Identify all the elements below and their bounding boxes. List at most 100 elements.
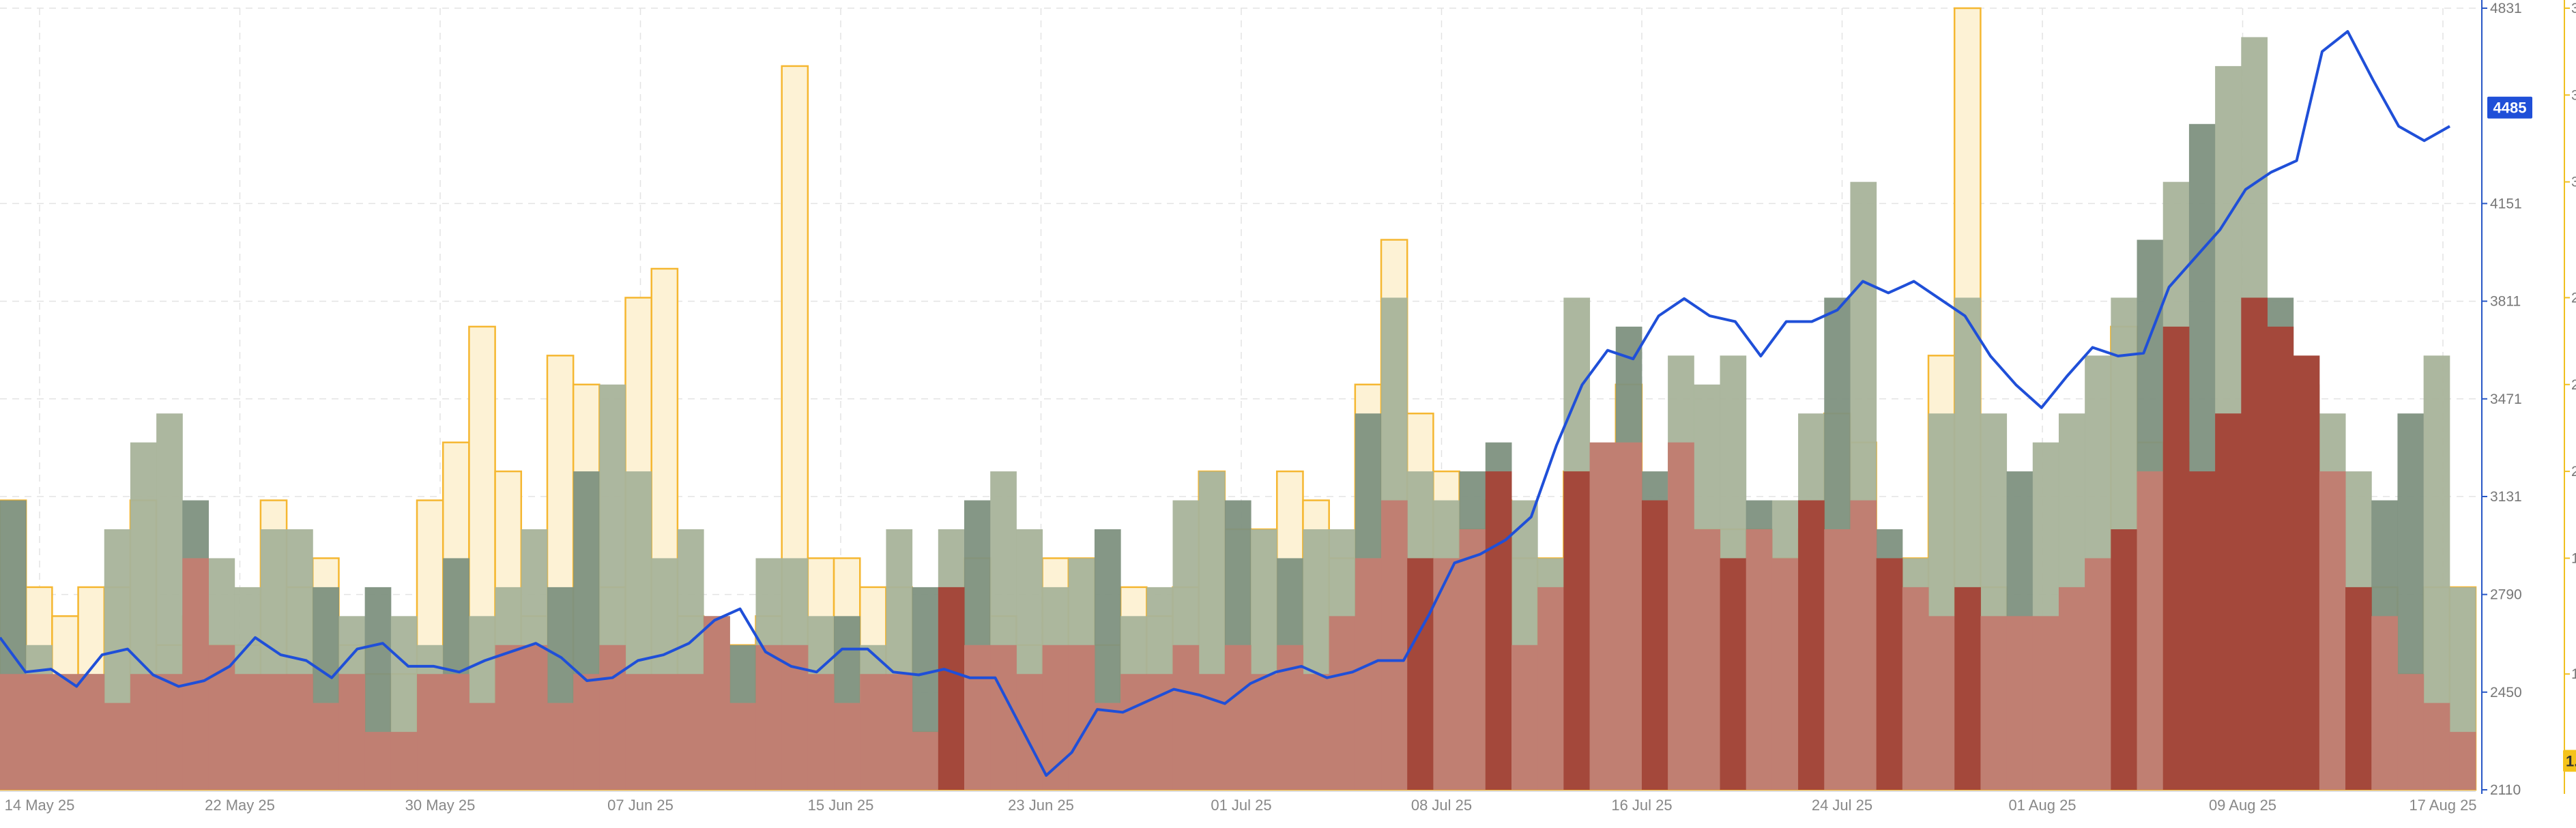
red-bar bbox=[1251, 674, 1277, 790]
red-bar bbox=[443, 674, 469, 790]
red-bar bbox=[1381, 500, 1408, 790]
x-axis-tick-label: 24 Jul 25 bbox=[1812, 797, 1872, 814]
x-axis-tick-label: 16 Jul 25 bbox=[1611, 797, 1672, 814]
red-bar bbox=[1563, 471, 1591, 790]
red-bar bbox=[938, 587, 965, 790]
red-bar bbox=[1980, 616, 2008, 790]
red-bar bbox=[1928, 616, 1955, 790]
red-bar bbox=[1146, 674, 1174, 790]
right-axis-tick-label: 2.6 bbox=[2571, 290, 2576, 306]
x-axis-tick-label: 14 May 25 bbox=[5, 797, 75, 814]
red-bar bbox=[1876, 558, 1903, 790]
x-axis-tick-label: 01 Jul 25 bbox=[1211, 797, 1271, 814]
current-ratio-label: 1.0 bbox=[2566, 753, 2576, 770]
red-bar bbox=[1954, 587, 1981, 790]
red-bar bbox=[599, 645, 626, 790]
red-bar bbox=[729, 703, 756, 790]
red-bar bbox=[1694, 529, 1721, 790]
red-bar bbox=[860, 674, 886, 790]
red-bar bbox=[1120, 674, 1147, 790]
x-axis-tick-label: 08 Jul 25 bbox=[1411, 797, 1472, 814]
red-bar bbox=[2006, 616, 2034, 790]
red-bar bbox=[260, 674, 287, 790]
x-axis-tick-label: 22 May 25 bbox=[205, 797, 275, 814]
left-axis-tick-label: 2110 bbox=[2490, 782, 2521, 798]
left-axis-tick-label: 2450 bbox=[2490, 685, 2522, 700]
right-axis-tick-label: 1.3 bbox=[2571, 666, 2576, 682]
red-bar bbox=[2397, 674, 2425, 790]
red-bar bbox=[1798, 500, 1825, 790]
red-bar bbox=[807, 674, 835, 790]
red-bar bbox=[625, 674, 652, 790]
right-axis-tick-label: 1.7 bbox=[2571, 550, 2576, 566]
red-bar bbox=[338, 674, 366, 790]
x-axis: 14 May 25 22 May 25 30 May 25 07 Jun 25 15 J… bbox=[0, 790, 2477, 814]
red-bar bbox=[1224, 645, 1251, 790]
red-bar bbox=[2162, 326, 2190, 790]
red-bar bbox=[651, 674, 678, 790]
red-bar bbox=[52, 674, 79, 790]
price-line-series bbox=[0, 30, 2450, 777]
red-bar bbox=[521, 645, 548, 790]
red-bar bbox=[2319, 471, 2346, 790]
red-bar bbox=[2293, 355, 2320, 790]
left-axis-tick-label: 3131 bbox=[2490, 489, 2522, 505]
red-bar bbox=[156, 674, 183, 790]
red-bar bbox=[26, 674, 53, 790]
current-ratio-badge bbox=[2563, 750, 2576, 772]
red-bar bbox=[2085, 558, 2111, 790]
red-bar bbox=[1355, 558, 1382, 790]
x-axis-tick-label: 09 Aug 25 bbox=[2209, 797, 2276, 814]
red-bar bbox=[1850, 500, 1877, 790]
red-bar bbox=[573, 674, 600, 790]
red-bar bbox=[1485, 471, 1512, 790]
red-bar bbox=[234, 674, 261, 790]
price-line bbox=[0, 30, 2450, 777]
right-axis-tick-label: 2.3 bbox=[2571, 377, 2576, 393]
red-bar bbox=[1329, 616, 1356, 790]
red-bar bbox=[755, 645, 783, 790]
red-bar bbox=[2111, 529, 2138, 790]
red-bar bbox=[886, 674, 913, 790]
red-bar bbox=[208, 645, 235, 790]
x-axis-tick-label: 07 Jun 25 bbox=[607, 797, 674, 814]
red-bar bbox=[1615, 442, 1642, 790]
red-bar bbox=[1198, 674, 1226, 790]
left-axis-tick-label: 4151 bbox=[2490, 196, 2522, 211]
red-bar bbox=[417, 674, 444, 790]
red-bar bbox=[990, 645, 1017, 790]
right-axis-tick-label: 3.3 bbox=[2571, 87, 2576, 103]
red-bar bbox=[469, 703, 496, 790]
red-bar bbox=[313, 703, 339, 790]
red-bar bbox=[2267, 326, 2294, 790]
red-bar bbox=[287, 674, 313, 790]
red-bar bbox=[834, 703, 860, 790]
red-bar bbox=[1589, 442, 1617, 790]
current-price-badge bbox=[2487, 96, 2532, 119]
red-bar bbox=[0, 674, 27, 790]
red-bar bbox=[2371, 616, 2398, 790]
x-axis-tick-label: 15 Jun 25 bbox=[808, 797, 874, 814]
current-price-label: 4485 bbox=[2493, 100, 2527, 117]
red-bar bbox=[495, 645, 522, 790]
red-bar bbox=[1771, 558, 1799, 790]
red-bar bbox=[1720, 558, 1747, 790]
red-bar bbox=[2058, 587, 2085, 790]
red-bar bbox=[912, 732, 939, 790]
red-bar bbox=[78, 674, 105, 790]
red-bar bbox=[1668, 442, 1694, 790]
red-bar bbox=[677, 674, 704, 790]
red-bar bbox=[547, 703, 574, 790]
red-bar bbox=[2137, 471, 2164, 790]
red-bar bbox=[182, 558, 209, 790]
red-bar bbox=[2241, 297, 2268, 790]
red-bar bbox=[2449, 732, 2476, 790]
red-bar bbox=[2345, 587, 2372, 790]
red-bar bbox=[704, 616, 730, 790]
left-axis-tick-label: 3471 bbox=[2490, 391, 2522, 407]
red-bar bbox=[1824, 529, 1851, 790]
x-axis-tick-label: 17 Aug 25 bbox=[2409, 797, 2476, 814]
red-bar bbox=[390, 732, 418, 790]
red-bar bbox=[1094, 703, 1121, 790]
